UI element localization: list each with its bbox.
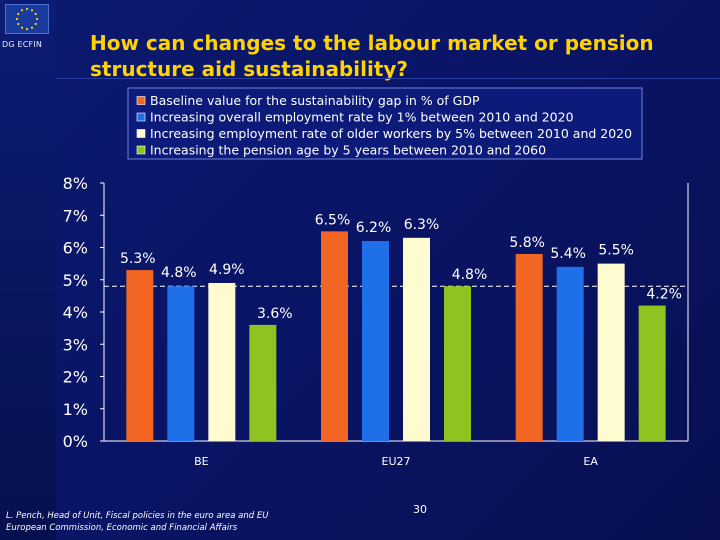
- bar: [126, 270, 154, 441]
- bar: [556, 266, 584, 441]
- legend-swatch: [136, 96, 146, 105]
- data-label: 6.3%: [404, 217, 440, 233]
- bar: [208, 282, 236, 441]
- data-label: 6.2%: [356, 220, 392, 236]
- legend-entry: Baseline value for the sustainability ga…: [150, 93, 480, 108]
- data-label: 5.8%: [509, 235, 545, 251]
- bar: [249, 324, 277, 441]
- data-label: 4.9%: [209, 262, 245, 278]
- y-tick-label: 7%: [63, 206, 88, 225]
- bar-chart: Baseline value for the sustainability ga…: [63, 87, 689, 468]
- bar: [403, 237, 430, 441]
- data-label: 5.3%: [120, 251, 156, 267]
- plot-area: 0% 1% 2% 3% 4% 5% 6% 7% 8% 5.3% 4.8% 4.9% 3.6% BE 6.5%…: [63, 174, 689, 468]
- title-divider: [56, 78, 720, 79]
- bar: [638, 305, 666, 441]
- bar: [515, 253, 543, 441]
- y-tick-label: 1%: [63, 400, 88, 419]
- footer-credit: L. Pench, Head of Unit, Fiscal policies …: [6, 510, 326, 534]
- eu-flag-logo: [5, 4, 49, 34]
- y-tick-label: 3%: [63, 335, 88, 354]
- y-tick-label: 5%: [63, 271, 88, 290]
- y-tick-label: 0%: [63, 432, 88, 451]
- data-label: 3.6%: [257, 306, 293, 322]
- x-tick-label: EA: [583, 455, 598, 468]
- y-tick-label: 8%: [63, 174, 88, 193]
- bar: [444, 286, 471, 441]
- legend-swatch: [136, 112, 146, 122]
- legend-entry: Increasing overall employment rate by 1%…: [150, 110, 574, 125]
- data-label: 4.8%: [161, 265, 197, 281]
- legend-entry: Increasing the pension age by 5 years be…: [150, 143, 546, 158]
- footer-line-1: L. Pench, Head of Unit, Fiscal policies …: [6, 511, 269, 521]
- bar: [362, 241, 389, 441]
- data-label: 6.5%: [315, 212, 351, 228]
- data-label: 4.2%: [646, 287, 682, 303]
- data-label: 5.5%: [598, 243, 634, 259]
- org-label: DG ECFIN: [2, 40, 43, 49]
- x-tick-label: BE: [194, 455, 209, 468]
- bar: [597, 263, 625, 441]
- y-tick-label: 2%: [63, 368, 88, 387]
- page-number: 30: [413, 503, 427, 516]
- legend-swatch: [136, 129, 146, 138]
- legend-entry: Increasing employment rate of older work…: [150, 126, 632, 141]
- legend: Baseline value for the sustainability ga…: [127, 87, 643, 160]
- bar: [321, 231, 348, 441]
- y-tick-label: 4%: [63, 303, 88, 322]
- footer-line-2: European Commission, Economic and Financ…: [6, 523, 238, 533]
- page-title: How can changes to the labour market or …: [90, 31, 654, 81]
- legend-box: [127, 87, 643, 160]
- left-band: [0, 0, 56, 540]
- data-label: 5.4%: [550, 246, 586, 262]
- data-label: 4.8%: [452, 267, 488, 283]
- y-tick-label: 6%: [63, 239, 88, 258]
- x-tick-label: EU27: [382, 455, 411, 468]
- legend-swatch: [136, 145, 146, 155]
- bar: [167, 286, 195, 441]
